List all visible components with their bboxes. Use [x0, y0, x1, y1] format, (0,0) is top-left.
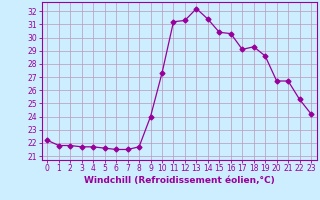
X-axis label: Windchill (Refroidissement éolien,°C): Windchill (Refroidissement éolien,°C) [84, 176, 275, 185]
